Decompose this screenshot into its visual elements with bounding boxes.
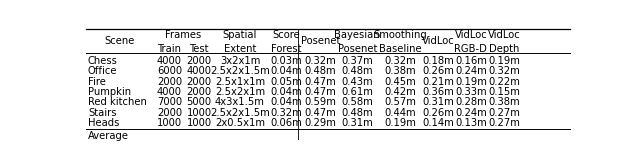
Text: 3x2x1m: 3x2x1m	[220, 56, 260, 66]
Text: 0.15m: 0.15m	[488, 87, 520, 97]
Text: 0.38m: 0.38m	[385, 66, 416, 76]
Text: 0.44m: 0.44m	[385, 108, 416, 118]
Text: Forest: Forest	[271, 44, 301, 54]
Text: 0.24m: 0.24m	[455, 66, 487, 76]
Text: 0.42m: 0.42m	[385, 87, 416, 97]
Text: Depth: Depth	[490, 44, 520, 54]
Text: Red kitchen: Red kitchen	[88, 97, 147, 107]
Text: 6000: 6000	[157, 66, 182, 76]
Text: VidLoc: VidLoc	[422, 36, 455, 46]
Text: 0.47m: 0.47m	[305, 108, 337, 118]
Text: 0.32m: 0.32m	[385, 56, 416, 66]
Text: 1000: 1000	[157, 118, 182, 128]
Text: 0.27m: 0.27m	[488, 118, 520, 128]
Text: 0.06m: 0.06m	[270, 118, 301, 128]
Text: 4000: 4000	[157, 56, 182, 66]
Text: 0.05m: 0.05m	[270, 77, 301, 87]
Text: Extent: Extent	[224, 44, 256, 54]
Text: Bayesian: Bayesian	[335, 30, 380, 40]
Text: 2.5x2x1.5m: 2.5x2x1.5m	[210, 108, 270, 118]
Text: 0.33m: 0.33m	[455, 87, 486, 97]
Text: 0.32m: 0.32m	[270, 108, 301, 118]
Text: 2.5x1x1m: 2.5x1x1m	[215, 77, 265, 87]
Text: 0.36m: 0.36m	[423, 87, 454, 97]
Text: 0.19m: 0.19m	[385, 118, 417, 128]
Text: 2000: 2000	[157, 108, 182, 118]
Text: 0.59m: 0.59m	[305, 97, 337, 107]
Text: 0.26m: 0.26m	[422, 108, 454, 118]
Text: Chess: Chess	[88, 56, 118, 66]
Text: RGB-D: RGB-D	[454, 44, 487, 54]
Text: Pumpkin: Pumpkin	[88, 87, 131, 97]
Text: 0.47m: 0.47m	[305, 77, 337, 87]
Text: 0.24m: 0.24m	[455, 108, 487, 118]
Text: 0.43m: 0.43m	[342, 77, 373, 87]
Text: 1000: 1000	[186, 118, 212, 128]
Text: 0.03m: 0.03m	[270, 56, 301, 66]
Text: 0.32m: 0.32m	[305, 56, 337, 66]
Text: 0.22m: 0.22m	[488, 77, 520, 87]
Text: 0.26m: 0.26m	[422, 66, 454, 76]
Text: 2000: 2000	[186, 87, 212, 97]
Text: 0.04m: 0.04m	[270, 87, 301, 97]
Text: 0.13m: 0.13m	[455, 118, 487, 128]
Text: 4000: 4000	[157, 87, 182, 97]
Text: Smoothing: Smoothing	[374, 30, 428, 40]
Text: Posenet: Posenet	[301, 36, 340, 46]
Text: Train: Train	[157, 44, 182, 54]
Text: Stairs: Stairs	[88, 108, 116, 118]
Text: 0.21m: 0.21m	[422, 77, 454, 87]
Text: Score: Score	[272, 30, 300, 40]
Text: 2000: 2000	[186, 56, 212, 66]
Text: 0.04m: 0.04m	[270, 66, 301, 76]
Text: 2.5x2x1.5m: 2.5x2x1.5m	[210, 66, 270, 76]
Text: 0.61m: 0.61m	[341, 87, 373, 97]
Text: 0.47m: 0.47m	[305, 87, 337, 97]
Text: 2000: 2000	[186, 77, 212, 87]
Text: 0.48m: 0.48m	[305, 66, 337, 76]
Text: 0.31m: 0.31m	[423, 97, 454, 107]
Text: 0.38m: 0.38m	[489, 97, 520, 107]
Text: Fire: Fire	[88, 77, 106, 87]
Text: Frames: Frames	[164, 30, 201, 40]
Text: Heads: Heads	[88, 118, 119, 128]
Text: 0.31m: 0.31m	[341, 118, 373, 128]
Text: 4x3x1.5m: 4x3x1.5m	[215, 97, 265, 107]
Text: Test: Test	[189, 44, 209, 54]
Text: 0.48m: 0.48m	[342, 66, 373, 76]
Text: VidLoc: VidLoc	[488, 30, 521, 40]
Text: 0.28m: 0.28m	[455, 97, 487, 107]
Text: VidLoc: VidLoc	[454, 30, 487, 40]
Text: Scene: Scene	[104, 36, 135, 46]
Text: Baseline: Baseline	[379, 44, 422, 54]
Text: 1000: 1000	[186, 108, 212, 118]
Text: 2.5x2x1m: 2.5x2x1m	[215, 87, 265, 97]
Text: Office: Office	[88, 66, 117, 76]
Text: 2000: 2000	[157, 77, 182, 87]
Text: Average: Average	[88, 131, 129, 141]
Text: 5000: 5000	[186, 97, 212, 107]
Text: 0.45m: 0.45m	[385, 77, 416, 87]
Text: 0.19m: 0.19m	[488, 56, 520, 66]
Text: 0.58m: 0.58m	[341, 97, 373, 107]
Text: 0.32m: 0.32m	[489, 66, 520, 76]
Text: 0.48m: 0.48m	[342, 108, 373, 118]
Text: Spatial: Spatial	[223, 30, 257, 40]
Text: 0.16m: 0.16m	[455, 56, 487, 66]
Text: Posenet: Posenet	[337, 44, 377, 54]
Text: 4000: 4000	[186, 66, 212, 76]
Text: 0.57m: 0.57m	[385, 97, 417, 107]
Text: 0.19m: 0.19m	[455, 77, 487, 87]
Text: 0.29m: 0.29m	[305, 118, 337, 128]
Text: 0.37m: 0.37m	[341, 56, 373, 66]
Text: 0.04m: 0.04m	[270, 97, 301, 107]
Text: 0.14m: 0.14m	[423, 118, 454, 128]
Text: 0.18m: 0.18m	[423, 56, 454, 66]
Text: 0.27m: 0.27m	[488, 108, 520, 118]
Text: 7000: 7000	[157, 97, 182, 107]
Text: 2x0.5x1m: 2x0.5x1m	[215, 118, 265, 128]
